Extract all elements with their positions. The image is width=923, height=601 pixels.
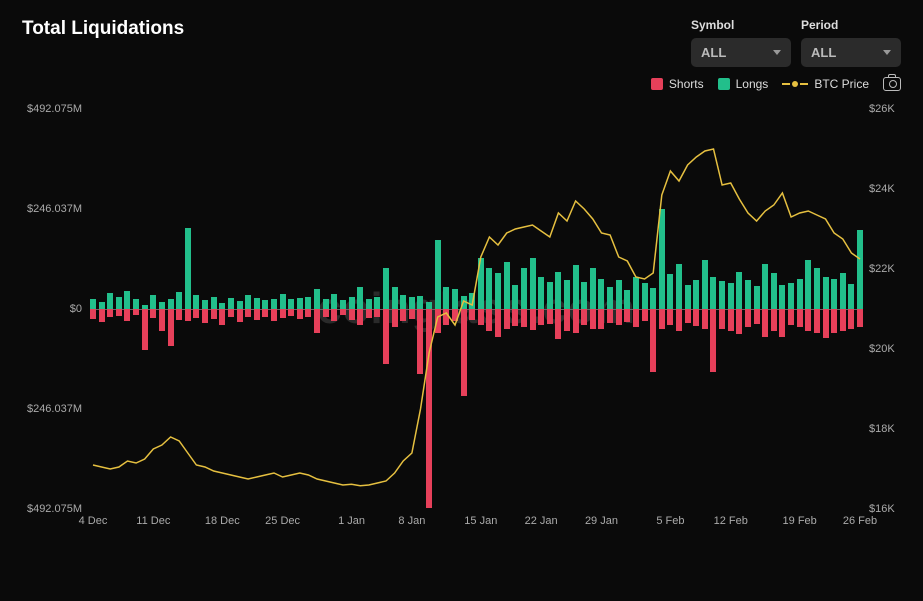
x-tick: 5 Feb xyxy=(656,515,684,527)
y-right-tick: $24K xyxy=(869,183,919,195)
shorts-swatch-icon xyxy=(651,78,663,90)
legend-price[interactable]: BTC Price xyxy=(782,77,869,91)
x-tick: 12 Feb xyxy=(714,515,748,527)
liquidations-chart: coinglass.com $492.075M$246.037M$0$246.0… xyxy=(90,109,863,509)
y-left-tick: $492.075M xyxy=(2,503,82,515)
longs-swatch-icon xyxy=(718,78,730,90)
x-tick: 25 Dec xyxy=(265,515,300,527)
y-right-tick: $16K xyxy=(869,503,919,515)
screenshot-icon[interactable] xyxy=(883,77,901,91)
x-tick: 8 Jan xyxy=(398,515,425,527)
price-swatch-icon xyxy=(782,81,808,87)
x-tick: 22 Jan xyxy=(525,515,558,527)
chevron-down-icon xyxy=(773,50,781,55)
legend-longs-label: Longs xyxy=(736,77,769,91)
symbol-value: ALL xyxy=(701,45,726,60)
chart-title: Total Liquidations xyxy=(22,18,184,40)
legend-shorts-label: Shorts xyxy=(669,77,704,91)
chevron-down-icon xyxy=(883,50,891,55)
legend-shorts[interactable]: Shorts xyxy=(651,77,704,91)
x-tick: 18 Dec xyxy=(205,515,240,527)
legend-longs[interactable]: Longs xyxy=(718,77,769,91)
x-tick: 4 Dec xyxy=(79,515,108,527)
x-tick: 11 Dec xyxy=(136,515,170,527)
x-tick: 19 Feb xyxy=(783,515,817,527)
period-selector[interactable]: ALL xyxy=(801,38,901,67)
y-left-tick: $492.075M xyxy=(2,103,82,115)
x-tick: 29 Jan xyxy=(585,515,618,527)
y-left-tick: $246.037M xyxy=(2,403,82,415)
btc-price-line xyxy=(93,149,860,486)
y-right-tick: $22K xyxy=(869,263,919,275)
y-right-tick: $20K xyxy=(869,343,919,355)
symbol-selector[interactable]: ALL xyxy=(691,38,791,67)
symbol-label: Symbol xyxy=(691,18,791,32)
x-tick: 15 Jan xyxy=(464,515,497,527)
y-left-tick: $246.037M xyxy=(2,203,82,215)
x-tick: 1 Jan xyxy=(338,515,365,527)
x-tick: 26 Feb xyxy=(843,515,877,527)
legend-price-label: BTC Price xyxy=(814,77,869,91)
period-value: ALL xyxy=(811,45,836,60)
y-right-tick: $18K xyxy=(869,423,919,435)
period-label: Period xyxy=(801,18,901,32)
y-right-tick: $26K xyxy=(869,103,919,115)
y-left-tick: $0 xyxy=(2,303,82,315)
